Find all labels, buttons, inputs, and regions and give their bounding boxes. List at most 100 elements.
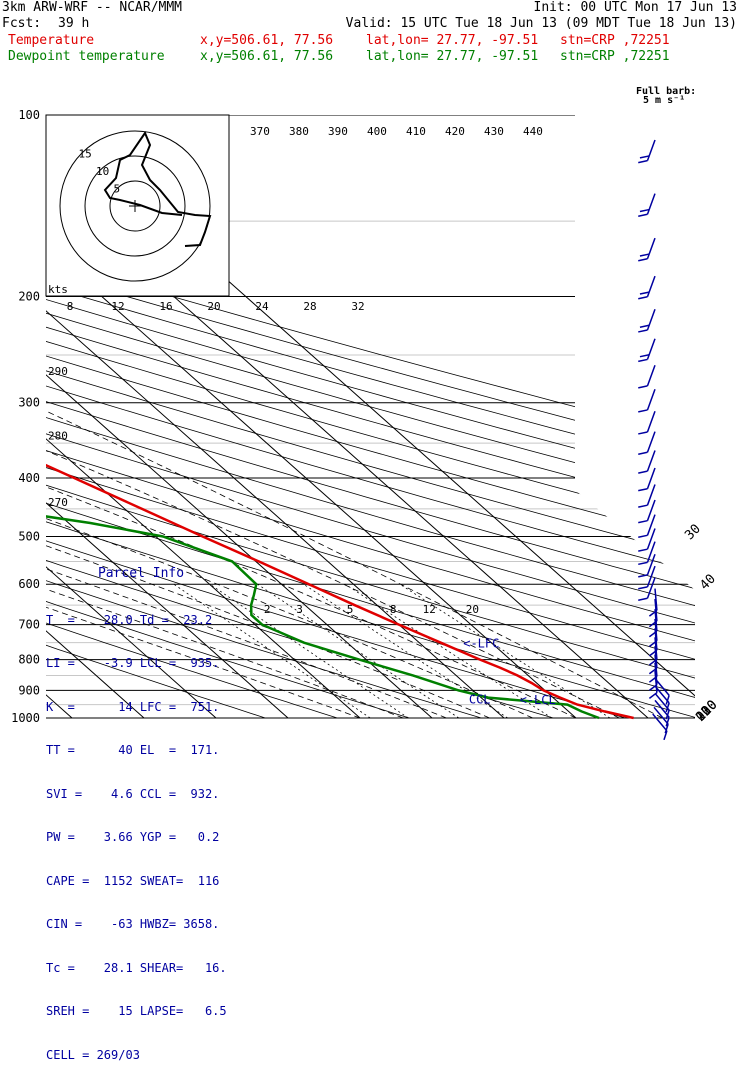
hodograph-speed-label: 20	[207, 300, 220, 313]
wind-barb-staff	[654, 628, 658, 651]
wind-barb-staff	[654, 678, 670, 696]
dry-adiabat-line	[46, 115, 626, 719]
hodograph-ring	[109, 180, 161, 232]
mixing-ratio-label: 5	[347, 603, 354, 616]
hodograph-speed-label: 8	[67, 300, 74, 313]
wind-barb-staff	[646, 514, 656, 536]
wind-barb	[638, 528, 656, 552]
wind-barb-flag	[638, 385, 648, 389]
wind-barb-flag	[638, 358, 648, 363]
mixing-ratio-label: 8	[390, 603, 397, 616]
theta-label: 380	[289, 125, 309, 138]
isotherm-label: 30	[682, 522, 704, 544]
pressure-tick-label: 600	[18, 577, 40, 591]
wind-barb-flag	[638, 258, 648, 262]
dry-adiabat-line	[46, 115, 338, 719]
dry-adiabat-line	[46, 115, 695, 719]
wind-barb	[638, 514, 656, 539]
isotherm-line	[46, 115, 505, 719]
isotherm-line	[46, 115, 433, 719]
wind-barb-flag	[665, 695, 670, 705]
dewpoint-profile	[46, 115, 600, 720]
wind-barb-flag	[638, 451, 648, 455]
parcel-row: T = 28.0 Td = 23.2	[46, 612, 213, 627]
dry-adiabat-label: 280	[48, 429, 68, 442]
wind-barb-staff	[654, 692, 670, 711]
skewt-chart: 5 10 15 100 200 300 400 500 600 700 800 900 1000 2 3 5…	[11, 86, 720, 740]
isotherm-line	[46, 115, 289, 719]
wind-barb-flag	[665, 717, 670, 727]
temperature-latlon: lat,lon= 27.77, -97.51	[366, 33, 539, 48]
temperature-legend: Temperature	[8, 33, 95, 48]
parcel-info-title: Parcel Info	[97, 566, 185, 581]
dry-adiabat-line	[46, 115, 695, 719]
moist-adiabat-line	[46, 296, 490, 719]
parcel-row: LI = -3.9 LCL = 935.	[46, 656, 220, 670]
dry-adiabat-line	[46, 115, 695, 719]
theta-label: 430	[484, 125, 504, 138]
wind-barb	[638, 577, 656, 601]
dry-adiabat-line	[46, 115, 266, 719]
dry-adiabat-line	[46, 115, 695, 719]
hodograph-trace	[103, 130, 212, 247]
valid-time: Valid: 15 UTC Tue 18 Jun 13 (09 MDT Tue …	[345, 16, 737, 31]
wind-barb-flag	[638, 548, 648, 552]
wind-barb-staff	[646, 528, 656, 550]
wind-barb	[638, 193, 656, 217]
parcel-row: PW = 3.66 YGP = 0.2	[46, 830, 220, 844]
wind-barb-flag	[638, 561, 648, 566]
wind-barb-staff	[654, 637, 658, 660]
wind-barb-staff	[654, 588, 658, 611]
wind-barb-staff	[646, 431, 656, 453]
theta-label: 390	[328, 125, 348, 138]
dewpoint-legend: Dewpoint temperature	[8, 49, 165, 64]
wind-barb-flag	[639, 353, 650, 358]
wind-barb-flag	[638, 574, 648, 578]
dewpoint-station: stn=CRP ,72251	[560, 49, 670, 64]
hodograph-speed-label: 28	[303, 300, 316, 313]
theta-label: 370	[250, 125, 270, 138]
theta-label: 400	[367, 125, 387, 138]
wind-barb-staff	[654, 685, 670, 704]
wind-barb	[654, 678, 670, 705]
wind-barb-staff	[654, 599, 658, 622]
wind-barb	[638, 411, 656, 435]
wind-units-value: 5 m s⁻¹	[643, 95, 685, 106]
wind-barb	[638, 364, 656, 389]
hodograph-ring	[59, 130, 211, 282]
moist-adiabat-line	[46, 296, 447, 719]
wind-barb-flag	[638, 504, 648, 508]
wind-barb-flag	[639, 155, 650, 159]
dry-adiabat-line	[46, 115, 695, 719]
isotherm-label: 40	[697, 572, 719, 594]
wind-barb-staff	[646, 450, 656, 472]
isotherm-line	[46, 115, 217, 719]
parcel-level-marker: <-LFC	[463, 636, 499, 650]
wind-barb-staff	[652, 713, 668, 732]
wind-barb-staff	[654, 609, 658, 632]
wind-barb	[638, 338, 656, 363]
wind-barb-staff	[646, 237, 656, 260]
wind-barb	[638, 541, 656, 566]
wind-barb-flag	[638, 597, 648, 601]
hodograph-ring-label: 5	[114, 183, 121, 196]
mixing-ratio-line	[344, 583, 553, 719]
wind-barb	[652, 713, 668, 740]
dry-adiabat-line	[46, 115, 695, 719]
wind-barb	[638, 565, 656, 590]
dry-adiabat-line	[46, 115, 410, 719]
moist-adiabat-line	[46, 296, 361, 719]
wind-barb-flag	[638, 519, 648, 524]
dry-adiabat-line	[46, 115, 695, 719]
pressure-tick-label: 800	[18, 653, 40, 667]
wind-barb-staff	[646, 193, 656, 215]
wind-barb-flag	[639, 208, 650, 213]
wind-barb	[653, 706, 669, 734]
init-time: Init: 00 UTC Mon 17 Jun 13	[533, 0, 738, 15]
parcel-row: K = 14 LFC = 751.	[46, 699, 220, 714]
parcel-row: CIN = -63 HWBZ= 3658.	[46, 917, 220, 931]
wind-barb-flag	[639, 291, 650, 295]
parcel-row: CAPE = 1152 SWEAT= 116	[46, 873, 220, 888]
dry-adiabat-line	[46, 115, 695, 719]
pressure-tick-label: 1000	[11, 711, 40, 725]
